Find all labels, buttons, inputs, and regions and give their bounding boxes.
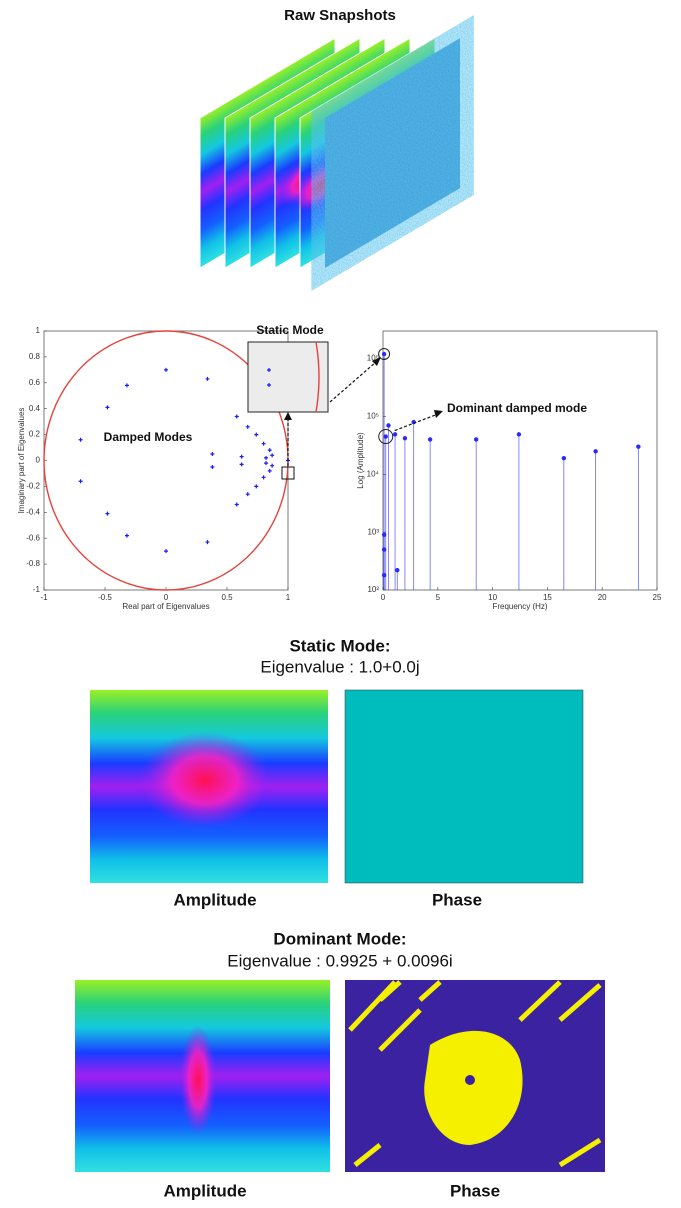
stem-dot [593, 449, 597, 453]
inset-title: Static Mode [256, 323, 324, 337]
point [164, 368, 168, 372]
stem-dot [403, 436, 407, 440]
x-tick-label: 0 [381, 593, 386, 602]
point [264, 456, 268, 460]
point [235, 503, 239, 507]
annotation: Damped Modes [104, 430, 193, 444]
point [125, 534, 129, 538]
stem-dot [562, 456, 566, 460]
y-tick-label: 10⁵ [367, 412, 379, 421]
x-tick-label: 0.5 [221, 593, 233, 602]
snapshot-stack [200, 38, 460, 271]
x-tick-label: -1 [40, 593, 48, 602]
x-tick-label: 1 [286, 593, 291, 602]
x-tick-label: 10 [488, 593, 497, 602]
y-tick-label: 0.2 [29, 430, 41, 439]
point [246, 425, 250, 429]
y-tick-label: -0.2 [26, 482, 40, 491]
point [205, 377, 209, 381]
stem-dot [393, 432, 397, 436]
point [268, 448, 272, 452]
image-label: Phase [450, 1181, 500, 1200]
y-tick-label: 10² [367, 585, 379, 594]
y-tick-label: 10³ [367, 527, 379, 536]
y-tick-label: -1 [33, 585, 41, 594]
x-tick-label: 0 [164, 593, 169, 602]
point [240, 462, 244, 466]
point [254, 484, 258, 488]
y-tick-label: -0.8 [26, 559, 40, 568]
point [264, 461, 268, 465]
x-tick-label: 25 [653, 593, 662, 602]
y-axis-label: Imaginary part of Eigenvalues [17, 408, 26, 514]
y-tick-label: 10⁴ [367, 469, 380, 478]
point [164, 549, 168, 553]
point [235, 414, 239, 418]
stem-dot [384, 434, 388, 438]
point [262, 442, 266, 446]
x-axis-label: Frequency (Hz) [492, 602, 547, 611]
charts: -1 -0.5 0 0.5 1 -1 -0.8 -0.6 -0.4 -0.2 0 0.2 0.4 0.6 0… [17, 323, 662, 611]
stem-dot [636, 444, 640, 448]
y-tick-label: -0.4 [26, 507, 40, 516]
point [268, 469, 272, 473]
image-label: Phase [432, 890, 482, 909]
dominant-phase-image [345, 980, 605, 1172]
y-axis-label: Log (Amplitude) [356, 432, 365, 489]
figure-title: Raw Snapshots [284, 7, 396, 24]
point [125, 383, 129, 387]
dominant-amplitude-image [75, 980, 330, 1172]
inset [248, 342, 328, 412]
point [105, 512, 109, 516]
x-tick-label: 15 [543, 593, 552, 602]
x-tick-label: 5 [436, 593, 441, 602]
point [79, 479, 83, 483]
static-amplitude-image [90, 690, 328, 883]
y-tick-label: 0.4 [29, 404, 41, 413]
point [210, 465, 214, 469]
arrow-head [284, 412, 292, 420]
point [270, 464, 274, 468]
y-tick-label: 10⁶ [367, 354, 379, 363]
point [246, 492, 250, 496]
point [270, 453, 274, 457]
point [105, 405, 109, 409]
stem-dot [386, 423, 390, 427]
point [254, 433, 258, 437]
static-phase-image [345, 690, 583, 883]
point [240, 455, 244, 459]
y-tick-label: 0.6 [29, 378, 41, 387]
point [79, 438, 83, 442]
x-axis-label: Real part of Eigenvalues [122, 602, 209, 611]
arrow-head [434, 410, 443, 418]
point [205, 540, 209, 544]
annotation: Dominant damped mode [447, 401, 587, 415]
plot-frame [383, 331, 657, 590]
stem-dot [382, 352, 386, 356]
eigenvalue: Eigenvalue : 0.9925 + 0.0096i [227, 951, 452, 970]
figure: Raw Snapshots Static Mode: Eigenvalue : … [0, 0, 681, 1208]
section-title: Dominant Mode: [273, 929, 406, 948]
section-title: Static Mode: [289, 636, 390, 655]
eigenvalue: Eigenvalue : 1.0+0.0j [260, 657, 419, 676]
image-label: Amplitude [163, 1181, 246, 1200]
stem-dot [517, 432, 521, 436]
image-label: Amplitude [173, 890, 256, 909]
point [262, 475, 266, 479]
stem-dot [428, 437, 432, 441]
point [210, 452, 214, 456]
x-tick-label: -0.5 [98, 593, 112, 602]
y-tick-label: -0.6 [26, 533, 40, 542]
stem-dot [474, 437, 478, 441]
y-tick-label: 0.8 [29, 352, 41, 361]
y-tick-label: 1 [36, 326, 41, 335]
arrow [395, 414, 438, 431]
arrow [330, 362, 376, 402]
stem-dot [395, 568, 399, 572]
x-tick-label: 20 [598, 593, 607, 602]
y-tick-label: 0 [36, 456, 41, 465]
